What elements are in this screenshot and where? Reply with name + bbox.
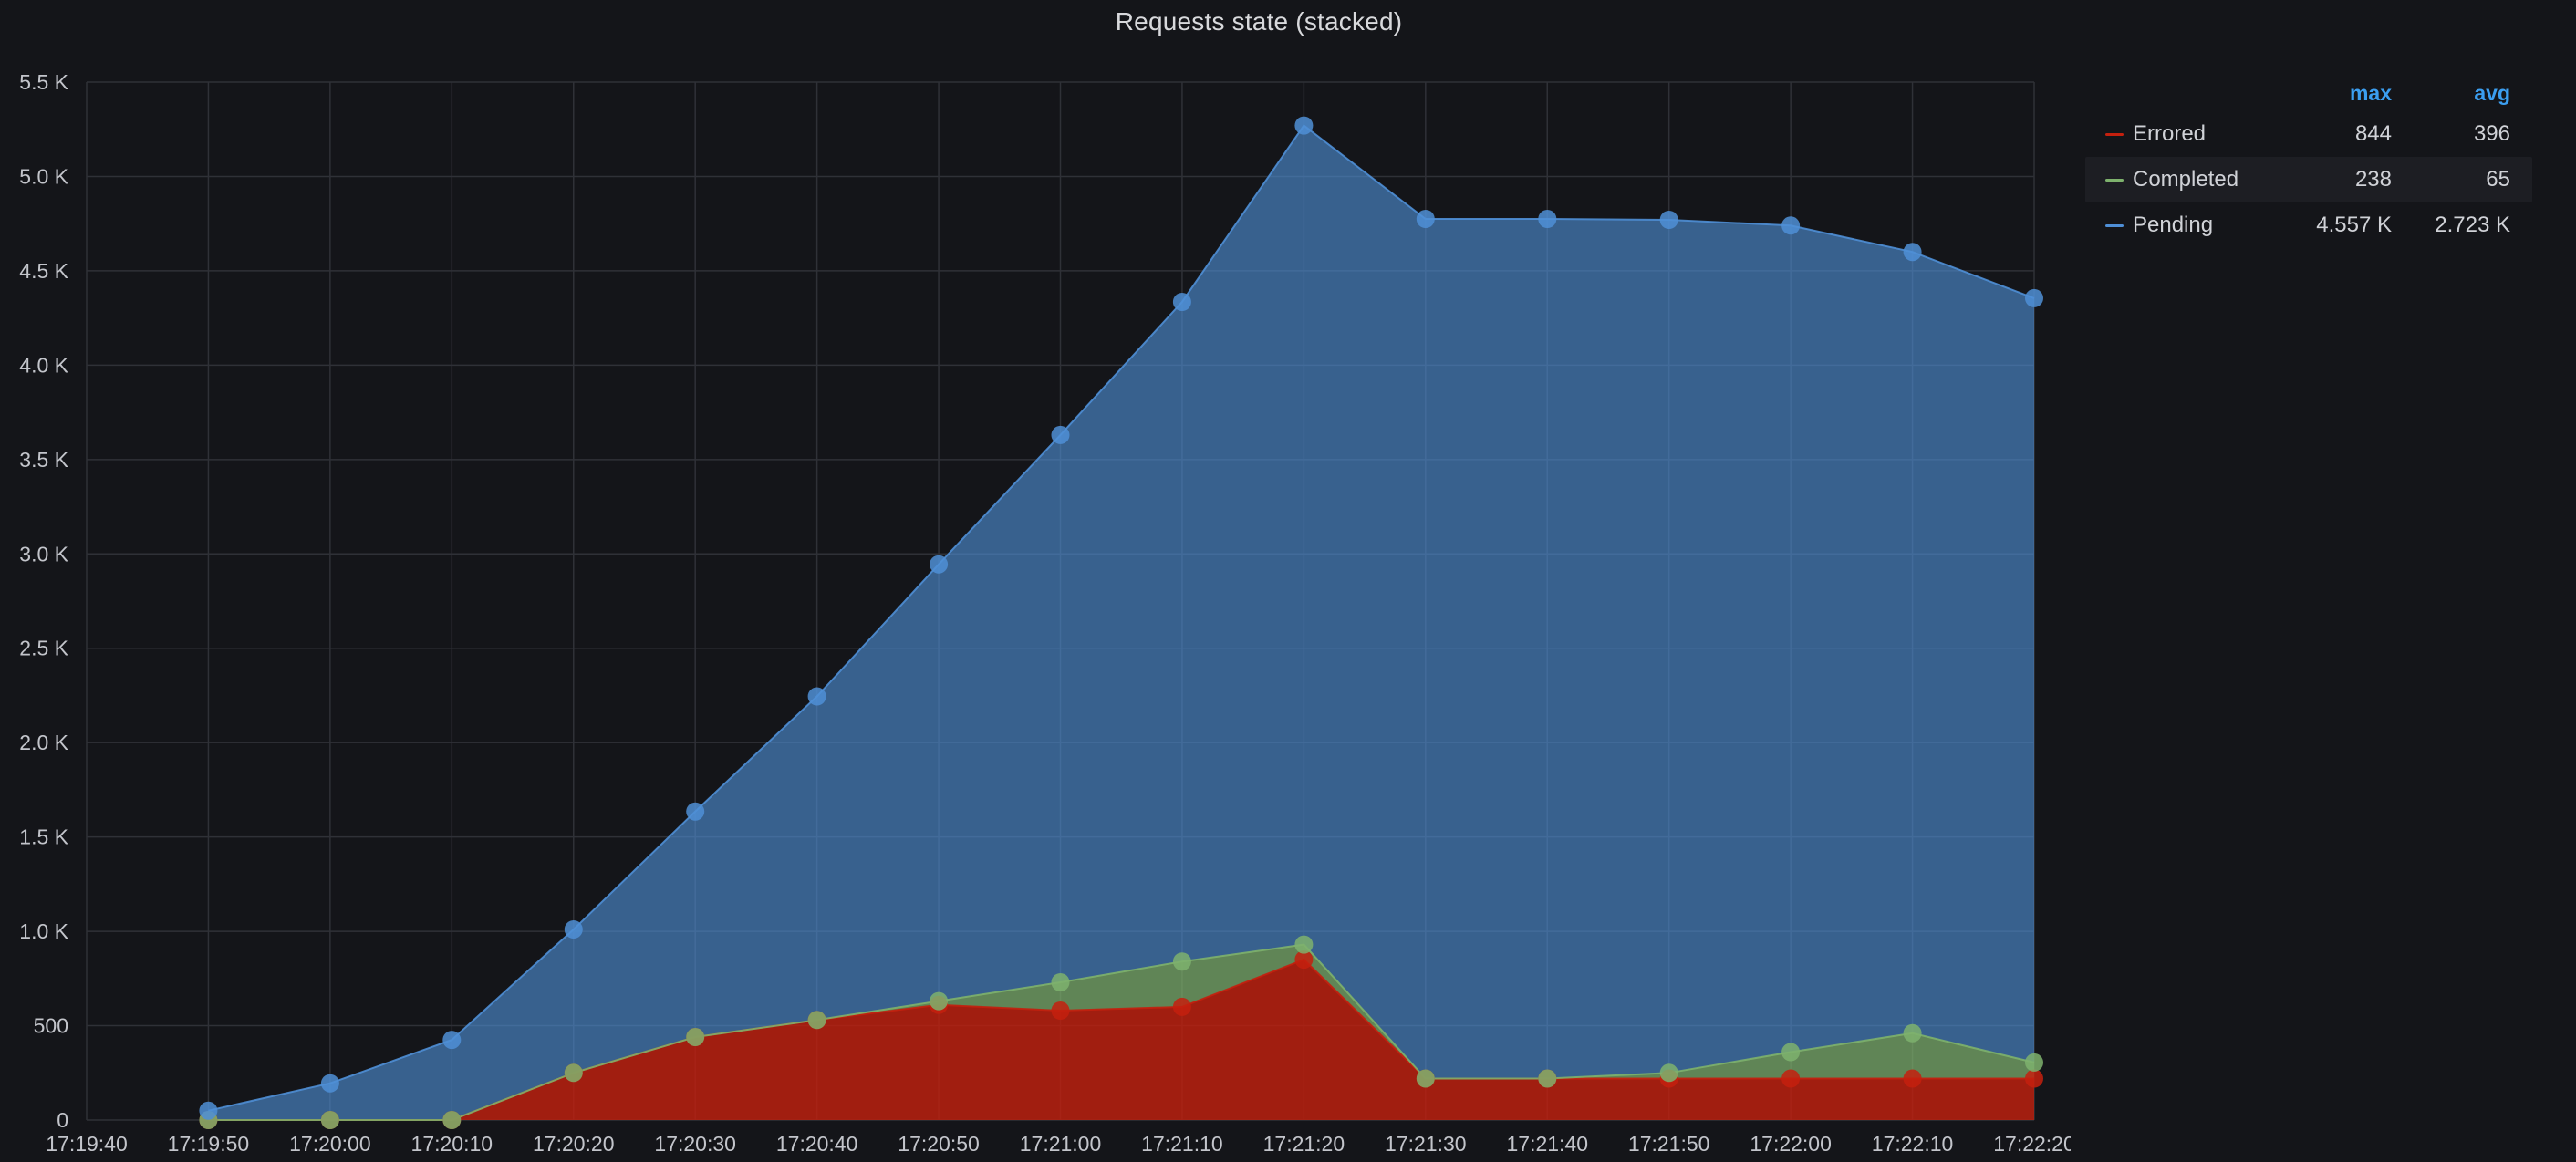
area-errored	[208, 960, 2034, 1120]
x-tick-label: 17:20:50	[898, 1132, 980, 1156]
y-tick-label: 5.0 K	[19, 164, 68, 188]
x-tick-label: 17:21:50	[1628, 1132, 1710, 1156]
x-tick-label: 17:21:10	[1141, 1132, 1223, 1156]
point-completed	[1416, 1069, 1435, 1088]
series-areas	[208, 125, 2034, 1121]
legend-header: max avg	[2085, 75, 2532, 111]
legend-row-completed[interactable]: Completed 238 65	[2085, 157, 2532, 202]
line-completed	[208, 943, 2035, 1121]
x-tick-label: 17:21:00	[1020, 1132, 1102, 1156]
point-completed	[1659, 1063, 1678, 1083]
point-pending	[1416, 210, 1435, 228]
x-tick-label: 17:20:20	[533, 1132, 615, 1156]
point-completed	[442, 1111, 462, 1129]
x-tick-label: 17:21:20	[1263, 1132, 1345, 1156]
x-tick-label: 17:21:40	[1506, 1132, 1588, 1156]
point-pending	[930, 555, 949, 574]
legend-series-name[interactable]: Pending	[2133, 213, 2214, 237]
area-completed	[208, 944, 2034, 1120]
point-pending	[1781, 216, 1801, 235]
point-errored	[1903, 1069, 1922, 1088]
point-errored	[1294, 950, 1314, 970]
legend: max avg Errored 844 396 Completed 238 65…	[2085, 75, 2532, 248]
point-completed	[1903, 1023, 1922, 1043]
legend-series-name[interactable]: Completed	[2133, 167, 2239, 192]
y-tick-label: 2.5 K	[19, 637, 68, 660]
point-errored	[1781, 1069, 1801, 1088]
point-pending	[564, 920, 583, 939]
point-errored	[1172, 997, 1191, 1016]
x-axis: 17:19:40 17:19:50 17:20:00 17:20:10 17:20:20…	[46, 1132, 2071, 1156]
point-pending	[807, 687, 826, 706]
legend-series-name[interactable]: Errored	[2133, 121, 2207, 146]
point-errored	[2025, 1069, 2043, 1088]
y-tick-label: 4.0 K	[19, 353, 68, 377]
point-pending	[1903, 243, 1922, 262]
y-tick-label: 0	[57, 1108, 68, 1132]
completed-swatch	[2105, 178, 2124, 182]
legend-header-max[interactable]: max	[2349, 80, 2392, 105]
area-pending	[208, 125, 2034, 1121]
point-pending	[2025, 288, 2043, 307]
y-tick-label: 3.0 K	[19, 542, 68, 565]
point-completed	[1172, 952, 1191, 971]
y-tick-label: 3.5 K	[19, 448, 68, 472]
line-pending	[208, 124, 2035, 1112]
point-completed	[1294, 935, 1314, 954]
legend-row-pending[interactable]: Pending 4.557 K 2.723 K	[2085, 202, 2532, 248]
legend-row-errored[interactable]: Errored 844 396	[2085, 111, 2532, 157]
pending-swatch	[2105, 223, 2124, 227]
point-completed	[1538, 1069, 1557, 1088]
x-tick-label: 17:22:20	[1993, 1132, 2071, 1156]
x-tick-label: 17:19:40	[46, 1132, 128, 1156]
legend-max-value: 4.557 K	[2316, 213, 2392, 237]
stacked-area-chart: 0 500 1.0 K 1.5 K 2.0 K 2.5 K 3.0 K 3.5 K 4.0 K 4…	[19, 70, 2071, 1156]
x-tick-label: 17:20:00	[289, 1132, 371, 1156]
point-completed	[2025, 1053, 2043, 1072]
y-tick-label: 500	[34, 1014, 68, 1038]
point-pending	[1051, 425, 1070, 444]
y-tick-label: 1.0 K	[19, 919, 68, 943]
point-completed	[930, 991, 949, 1011]
legend-avg-value: 396	[2473, 121, 2510, 146]
point-completed	[1051, 973, 1070, 991]
y-tick-label: 5.5 K	[19, 70, 68, 94]
point-pending	[320, 1074, 339, 1093]
point-pending	[1294, 116, 1314, 135]
point-pending	[442, 1031, 462, 1050]
legend-max-value: 844	[2354, 121, 2392, 146]
series-points	[199, 116, 2043, 1129]
x-tick-label: 17:22:00	[1750, 1132, 1832, 1156]
x-tick-label: 17:22:10	[1872, 1132, 1954, 1156]
panel-title[interactable]: Requests state (stacked)	[1115, 7, 1403, 36]
x-tick-label: 17:21:30	[1385, 1132, 1467, 1156]
point-pending	[686, 802, 705, 821]
legend-avg-value: 65	[2486, 167, 2510, 192]
x-tick-label: 17:20:40	[776, 1132, 858, 1156]
point-pending	[199, 1101, 218, 1120]
x-tick-label: 17:19:50	[168, 1132, 250, 1156]
point-pending	[1172, 293, 1191, 311]
x-tick-label: 17:20:10	[411, 1132, 493, 1156]
y-tick-label: 2.0 K	[19, 731, 68, 754]
point-errored	[1051, 1001, 1070, 1020]
y-tick-label: 4.5 K	[19, 259, 68, 283]
point-completed	[564, 1063, 583, 1083]
point-pending	[1659, 211, 1678, 229]
point-completed	[1781, 1043, 1801, 1062]
x-tick-label: 17:20:30	[654, 1132, 736, 1156]
legend-header-avg[interactable]: avg	[2474, 80, 2510, 105]
point-pending	[1538, 210, 1557, 228]
legend-max-value: 238	[2354, 167, 2392, 192]
point-completed	[320, 1111, 339, 1129]
errored-swatch	[2105, 132, 2124, 136]
series-lines	[208, 124, 2035, 1121]
y-axis: 0 500 1.0 K 1.5 K 2.0 K 2.5 K 3.0 K 3.5 K 4.0 K 4…	[19, 70, 68, 1132]
y-tick-label: 1.5 K	[19, 825, 68, 849]
legend-avg-value: 2.723 K	[2435, 213, 2510, 237]
point-completed	[686, 1028, 705, 1046]
point-completed	[807, 1011, 826, 1030]
